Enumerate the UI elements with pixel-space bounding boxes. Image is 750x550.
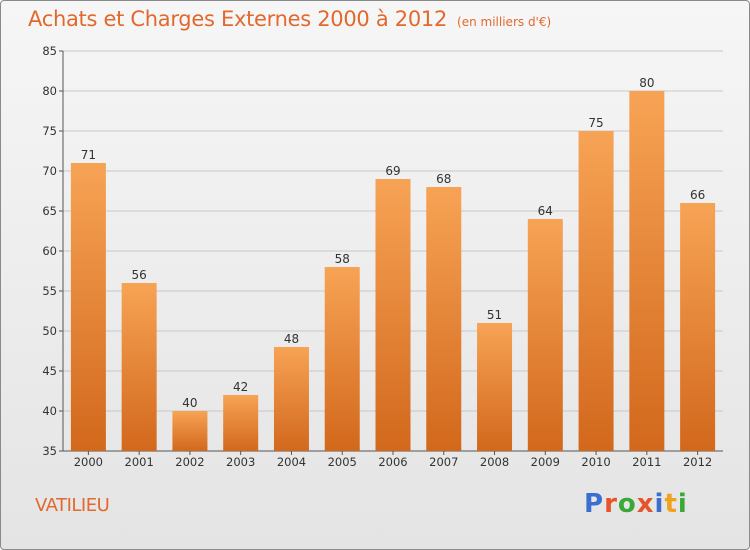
y-tick-label: 65	[42, 204, 57, 218]
x-tick-label: 2004	[277, 455, 306, 469]
data-label-2004: 48	[284, 332, 299, 346]
bar-2009	[527, 219, 563, 451]
y-tick-label: 40	[42, 404, 57, 418]
data-label-2012: 66	[690, 188, 705, 202]
x-tick-label: 2002	[175, 455, 204, 469]
x-tick-label: 2010	[581, 455, 610, 469]
data-label-2011: 80	[639, 76, 654, 90]
x-tick-label: 2006	[378, 455, 407, 469]
y-tick-label: 55	[42, 284, 57, 298]
logo-letter: i	[677, 489, 688, 519]
bar-2006	[375, 179, 411, 451]
data-label-2006: 69	[385, 164, 400, 178]
data-label-2010: 75	[588, 116, 603, 130]
x-tick-label: 2001	[125, 455, 154, 469]
logo-letter: t	[664, 489, 678, 519]
x-tick-label: 2008	[480, 455, 509, 469]
bars	[70, 91, 716, 451]
bar-2008	[477, 323, 513, 451]
y-tick-label: 75	[42, 124, 57, 138]
logo-letter: r	[604, 489, 618, 519]
bar-2002	[172, 411, 208, 451]
x-tick-label: 2000	[74, 455, 103, 469]
y-tick-label: 60	[42, 244, 57, 258]
bar-2003	[223, 395, 259, 451]
data-label-2005: 58	[335, 252, 350, 266]
y-tick-label: 80	[42, 84, 57, 98]
logo-letter: o	[617, 489, 637, 519]
x-tick-label: 2009	[531, 455, 560, 469]
chart-header: Achats et Charges Externes 2000 à 2012 (e…	[28, 7, 551, 31]
logo-letter: i	[654, 489, 665, 519]
logo-letter: x	[636, 489, 655, 519]
tick-labels: 35 40 45 50 55 60 65 70 75 80 85 2000 2001 2002 2003 20…	[42, 44, 712, 469]
data-label-2007: 68	[436, 172, 451, 186]
bar-2005	[324, 267, 360, 451]
x-tick-label: 2007	[429, 455, 458, 469]
bar-2001	[121, 283, 157, 451]
data-label-2000: 71	[81, 148, 96, 162]
data-labels: 71 56 40 42 48 58 69 68 51 64 75 80 66	[81, 76, 706, 410]
x-tick-label: 2003	[226, 455, 255, 469]
y-tick-label: 85	[42, 44, 57, 58]
bar-2010	[578, 131, 614, 451]
bar-2004	[273, 347, 309, 451]
commune-name: VATILIEU	[35, 495, 110, 516]
data-label-2008: 51	[487, 308, 502, 322]
chart-title: Achats et Charges Externes 2000 à 2012	[28, 7, 448, 31]
logo-letter: P	[584, 489, 605, 519]
y-tick-label: 50	[42, 324, 57, 338]
data-label-2002: 40	[182, 396, 197, 410]
x-tick-label: 2011	[632, 455, 661, 469]
data-label-2003: 42	[233, 380, 248, 394]
y-tick-label: 35	[42, 444, 57, 458]
chart-unit: (en milliers d'€)	[457, 15, 552, 29]
x-tick-label: 2005	[328, 455, 357, 469]
bar-2011	[629, 91, 665, 451]
y-tick-label: 70	[42, 164, 57, 178]
x-tick-label: 2012	[683, 455, 712, 469]
y-tick-label: 45	[42, 364, 57, 378]
data-label-2009: 64	[538, 204, 553, 218]
proxiti-logo[interactable]: Proxiti	[584, 489, 688, 519]
bar-2000	[70, 163, 106, 451]
bar-2007	[426, 187, 462, 451]
bar-2012	[680, 203, 716, 451]
data-label-2001: 56	[132, 268, 147, 282]
